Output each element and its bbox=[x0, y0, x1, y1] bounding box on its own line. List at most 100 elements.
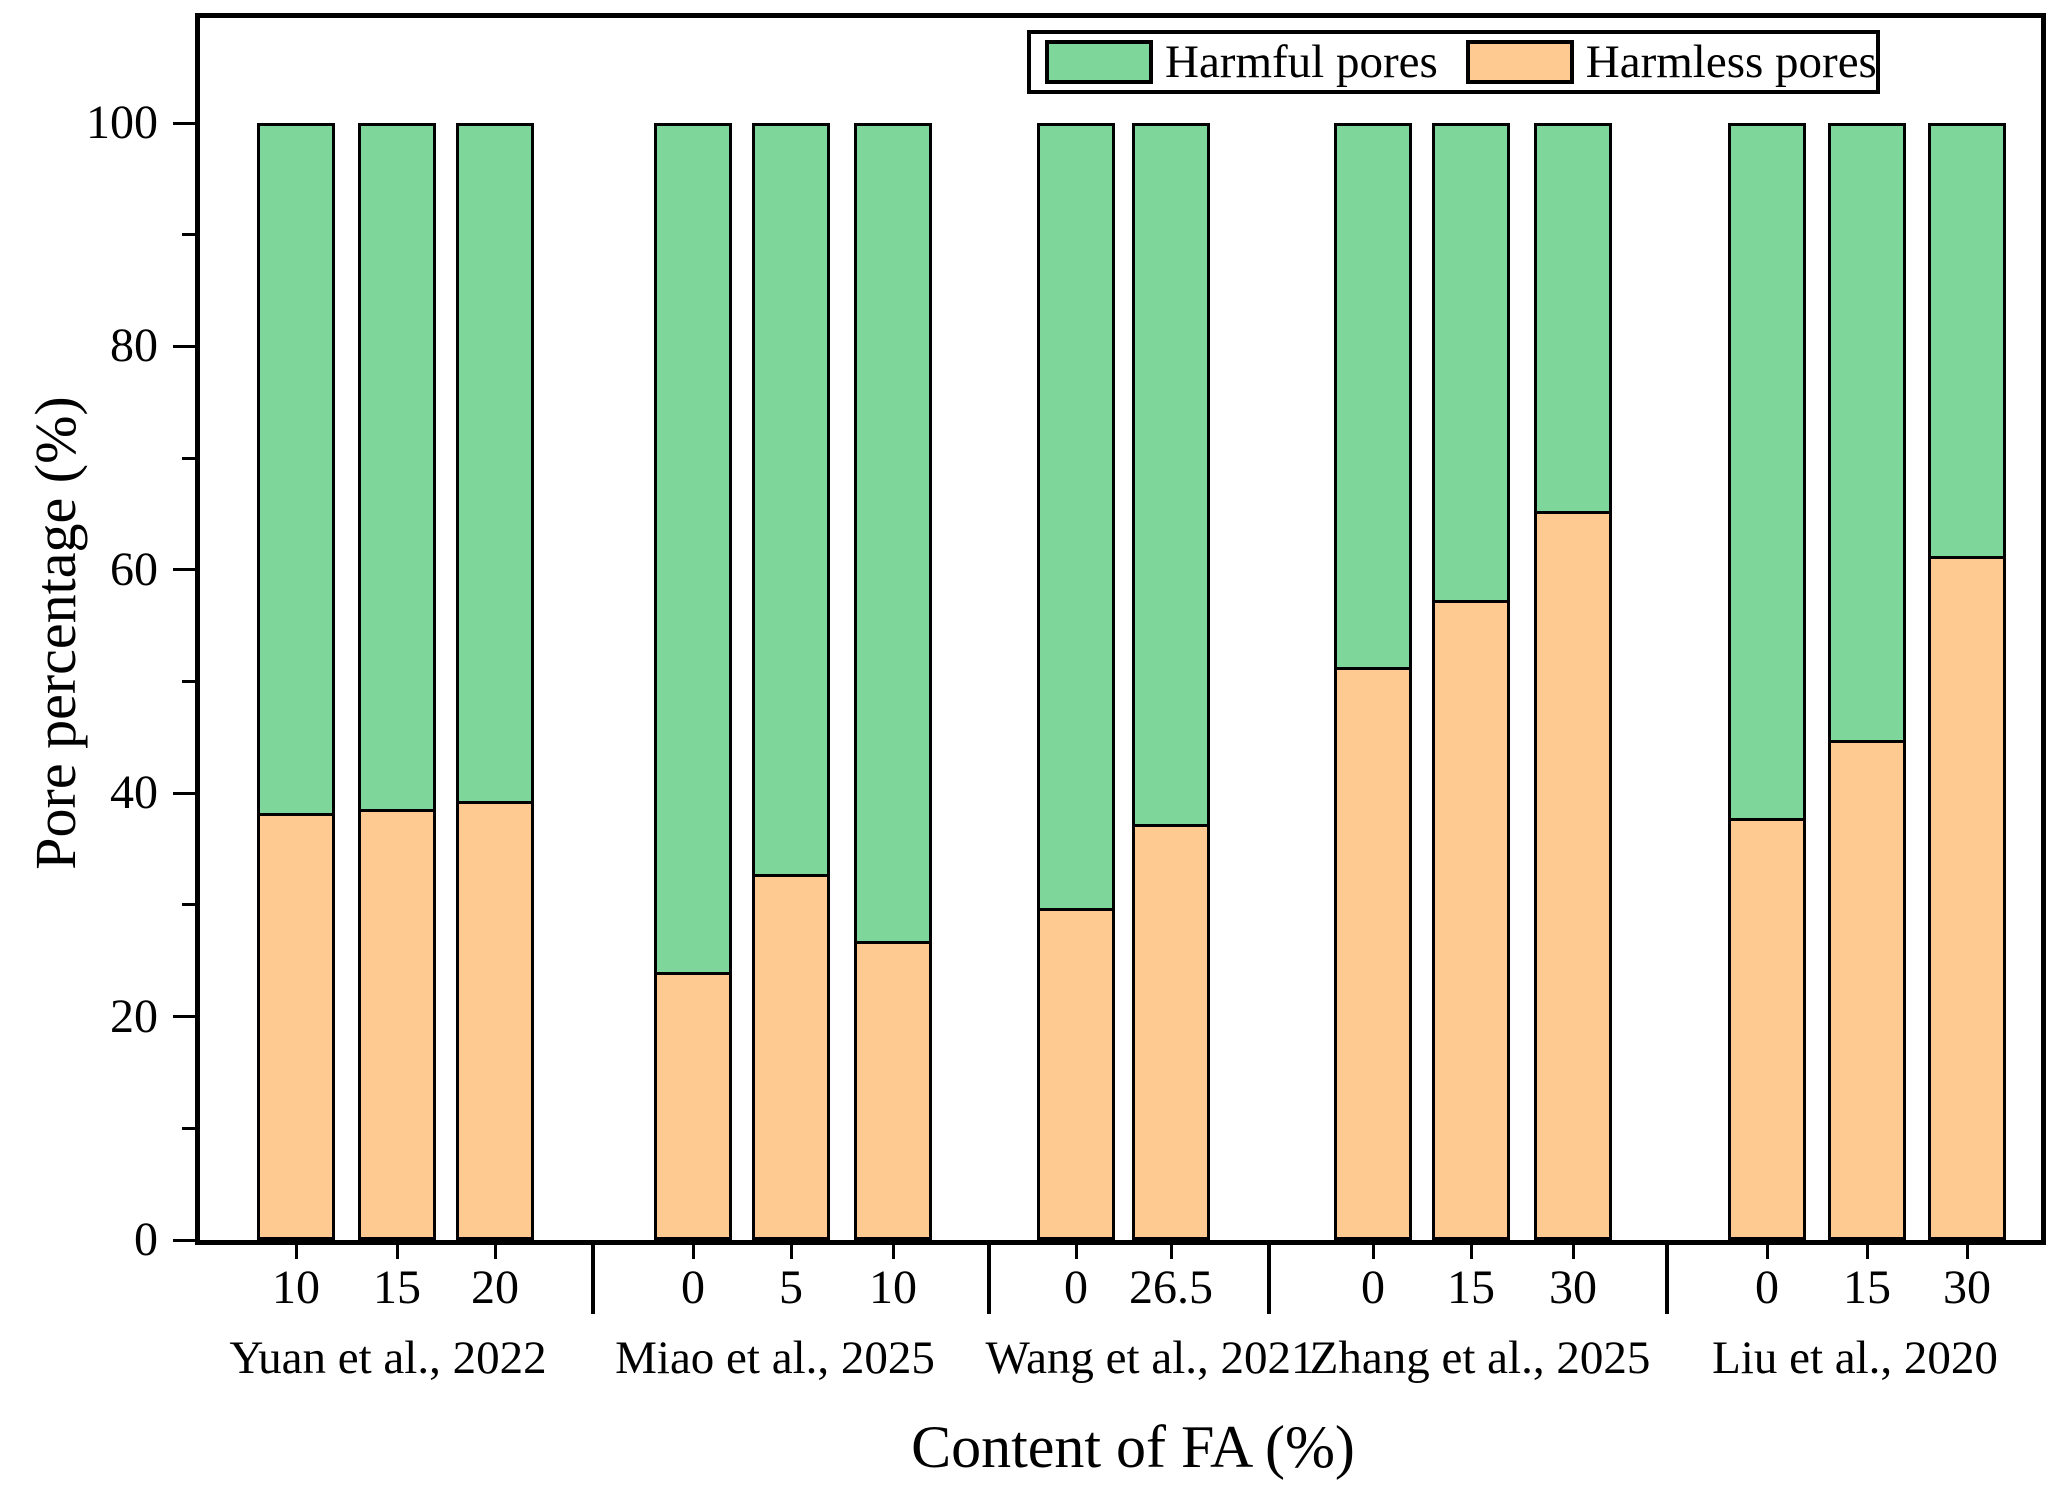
x-axis-tick bbox=[1765, 1243, 1769, 1259]
bar-segment-harmless-pores bbox=[1040, 907, 1112, 1237]
bar-segment-harmful-pores bbox=[1435, 126, 1507, 601]
x-tick-label: 26.5 bbox=[1129, 1261, 1213, 1314]
bar-segment-harmless-pores bbox=[1731, 818, 1803, 1237]
x-axis-tick bbox=[1469, 1243, 1473, 1259]
x-axis-tick bbox=[493, 1243, 497, 1259]
y-axis-minor-tick bbox=[182, 680, 195, 683]
bar-segment-harmless-pores bbox=[755, 873, 827, 1237]
stacked-bar bbox=[752, 123, 830, 1240]
bar-segment-harmless-pores bbox=[1435, 600, 1507, 1237]
x-tick-label: 10 bbox=[869, 1261, 917, 1314]
bar-segment-harmful-pores bbox=[361, 126, 433, 810]
bar-segment-harmless-pores bbox=[657, 972, 729, 1237]
bar-segment-harmful-pores bbox=[755, 126, 827, 874]
group-divider-line bbox=[591, 1240, 595, 1314]
group-label: Miao et al., 2025 bbox=[615, 1332, 935, 1384]
bar-segment-harmful-pores bbox=[857, 126, 929, 941]
y-tick-label: 60 bbox=[110, 542, 158, 596]
y-axis-major-tick bbox=[173, 568, 195, 572]
stacked-bar bbox=[257, 123, 335, 1240]
y-tick-label: 0 bbox=[134, 1213, 158, 1266]
stacked-bar bbox=[1828, 123, 1906, 1240]
bar-segment-harmless-pores bbox=[1135, 823, 1207, 1237]
legend-swatch-harmless-pores bbox=[1465, 40, 1574, 84]
stacked-bar bbox=[1037, 123, 1115, 1240]
bar-segment-harmless-pores bbox=[857, 941, 929, 1237]
y-axis-minor-tick bbox=[182, 233, 195, 237]
stacked-bar bbox=[1728, 123, 1806, 1240]
x-axis-tick bbox=[1965, 1243, 1969, 1259]
x-tick-label: 0 bbox=[1064, 1261, 1088, 1314]
y-axis-minor-tick bbox=[182, 1126, 195, 1130]
stacked-bar bbox=[358, 123, 436, 1240]
y-axis-minor-tick bbox=[182, 456, 195, 460]
x-tick-label: 30 bbox=[1943, 1261, 1991, 1314]
bar-segment-harmless-pores bbox=[1337, 667, 1409, 1237]
y-axis-major-tick bbox=[173, 344, 195, 348]
group-divider-line bbox=[1267, 1240, 1271, 1314]
x-tick-label: 0 bbox=[1755, 1261, 1779, 1314]
y-tick-label: 100 bbox=[86, 96, 158, 149]
bar-segment-harmful-pores bbox=[1537, 126, 1609, 511]
legend-swatch-harmful-pores bbox=[1045, 40, 1153, 84]
y-tick-label: 40 bbox=[110, 766, 158, 820]
y-tick-label: 80 bbox=[110, 319, 158, 373]
x-tick-label: 15 bbox=[1843, 1261, 1891, 1314]
bar-segment-harmful-pores bbox=[1135, 126, 1207, 824]
bar-segment-harmful-pores bbox=[1931, 126, 2003, 556]
bar-segment-harmful-pores bbox=[657, 126, 729, 973]
stacked-bar bbox=[456, 123, 534, 1240]
bar-segment-harmless-pores bbox=[1931, 555, 2003, 1237]
legend-label-harmless-pores: Harmless pores bbox=[1585, 36, 1877, 88]
x-axis-tick bbox=[1074, 1243, 1078, 1259]
x-axis-tick bbox=[294, 1243, 298, 1259]
bar-segment-harmful-pores bbox=[260, 126, 332, 813]
stacked-bar bbox=[854, 123, 932, 1240]
x-axis-tick bbox=[1865, 1243, 1869, 1259]
x-tick-label: 30 bbox=[1549, 1261, 1597, 1314]
x-tick-label: 10 bbox=[272, 1261, 320, 1314]
y-axis-major-tick bbox=[173, 791, 195, 795]
legend-label-harmful-pores: Harmful pores bbox=[1165, 36, 1438, 88]
bar-segment-harmless-pores bbox=[260, 812, 332, 1237]
x-axis-tick bbox=[395, 1243, 399, 1259]
y-axis-major-tick bbox=[173, 1238, 195, 1242]
y-tick-label: 20 bbox=[110, 989, 158, 1043]
x-axis-tick bbox=[1371, 1243, 1375, 1259]
stacked-bar bbox=[1928, 123, 2006, 1240]
x-tick-label: 5 bbox=[779, 1261, 803, 1314]
x-tick-label: 0 bbox=[1361, 1261, 1385, 1314]
y-axis-minor-tick bbox=[182, 903, 195, 907]
stacked-bar bbox=[1432, 123, 1510, 1240]
y-axis-major-tick bbox=[173, 1015, 195, 1019]
x-axis-tick bbox=[1571, 1243, 1575, 1259]
legend: Harmful pores Harmless pores bbox=[1027, 30, 1880, 94]
bar-segment-harmless-pores bbox=[361, 809, 433, 1237]
group-label: Wang et al., 2021 bbox=[985, 1332, 1315, 1384]
x-tick-label: 20 bbox=[471, 1261, 519, 1314]
bar-segment-harmless-pores bbox=[459, 801, 531, 1237]
x-axis-tick bbox=[691, 1243, 695, 1259]
group-label: Liu et al., 2020 bbox=[1712, 1332, 1998, 1384]
bar-segment-harmful-pores bbox=[1731, 126, 1803, 819]
group-label: Yuan et al., 2022 bbox=[229, 1332, 547, 1384]
group-label: Zhang et al., 2025 bbox=[1309, 1332, 1651, 1384]
group-divider-line bbox=[1665, 1240, 1669, 1314]
group-divider-line bbox=[987, 1240, 991, 1314]
y-axis-major-tick bbox=[173, 121, 195, 125]
x-axis-tick bbox=[789, 1243, 793, 1259]
x-axis-tick bbox=[891, 1243, 895, 1259]
stacked-bar bbox=[1534, 123, 1612, 1240]
bar-segment-harmless-pores bbox=[1831, 739, 1903, 1237]
bar-segment-harmful-pores bbox=[1337, 126, 1409, 668]
bar-segment-harmful-pores bbox=[1831, 126, 1903, 740]
bar-segment-harmless-pores bbox=[1537, 510, 1609, 1237]
bar-segment-harmful-pores bbox=[459, 126, 531, 802]
x-tick-label: 15 bbox=[373, 1261, 421, 1314]
stacked-bar bbox=[1132, 123, 1210, 1240]
x-tick-label: 15 bbox=[1447, 1261, 1495, 1314]
x-axis-title: Content of FA (%) bbox=[911, 1414, 1355, 1480]
x-tick-label: 0 bbox=[681, 1261, 705, 1314]
stacked-bar bbox=[1334, 123, 1412, 1240]
